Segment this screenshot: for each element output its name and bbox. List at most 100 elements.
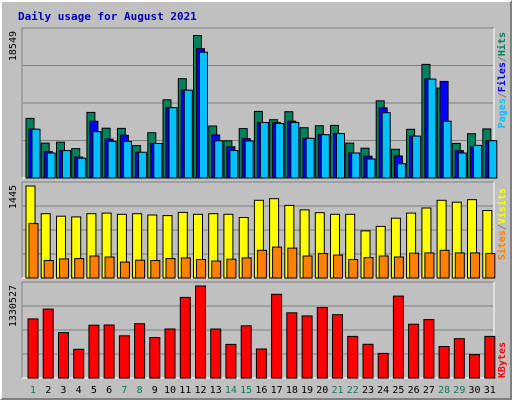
x-tick-label-day-5: 5 xyxy=(91,385,97,396)
bar-pages-day-14 xyxy=(229,150,239,179)
x-tick-label-day-15: 15 xyxy=(240,385,252,396)
bar-pages-day-22 xyxy=(351,152,361,179)
y-max-label: 1330527 xyxy=(8,285,19,327)
bar-sites-day-25 xyxy=(393,256,404,279)
bar-kbytes-day-25 xyxy=(392,295,404,379)
bar-sites-day-12 xyxy=(196,259,206,279)
bar-pages-day-10 xyxy=(168,107,178,179)
bar-pages-day-19 xyxy=(305,137,315,179)
y-max-label: 1445 xyxy=(8,185,19,209)
x-tick-label-day-25: 25 xyxy=(392,385,404,396)
bar-sites-day-29 xyxy=(454,252,465,279)
bar-pages-day-3 xyxy=(62,150,71,179)
bar-kbytes-day-1 xyxy=(27,318,39,379)
bar-kbytes-day-31 xyxy=(484,335,496,379)
x-tick-label-day-29: 29 xyxy=(453,385,465,396)
bar-kbytes-day-5 xyxy=(88,324,100,379)
bar-sites-day-15 xyxy=(241,257,252,279)
chart-title: Daily usage for August 2021 xyxy=(18,10,197,23)
x-tick-label-day-27: 27 xyxy=(423,385,435,396)
bar-sites-day-21 xyxy=(333,254,343,279)
bar-kbytes-day-23 xyxy=(362,343,374,379)
bar-sites-day-30 xyxy=(470,252,480,279)
bar-sites-day-2 xyxy=(43,260,54,279)
bar-pages-day-31 xyxy=(488,140,498,179)
bar-kbytes-day-17 xyxy=(271,293,283,379)
bar-pages-day-6 xyxy=(107,141,117,179)
x-tick-label-day-13: 13 xyxy=(210,385,222,396)
legend-entry: Pages xyxy=(497,98,508,128)
bar-pages-day-2 xyxy=(46,152,56,179)
legend-hits-files-pages: Pages/Files/Hits xyxy=(496,32,508,128)
bar-sites-day-7 xyxy=(119,261,130,279)
bar-pages-day-20 xyxy=(320,134,330,179)
bar-sites-day-11 xyxy=(180,257,191,279)
x-tick-label-day-8: 8 xyxy=(137,385,143,396)
bar-kbytes-day-22 xyxy=(347,335,359,379)
bar-pages-day-26 xyxy=(412,135,422,179)
x-tick-label-day-30: 30 xyxy=(469,385,481,396)
bar-kbytes-day-8 xyxy=(134,323,146,379)
bar-sites-day-6 xyxy=(104,256,115,279)
bar-pages-day-25 xyxy=(396,163,406,179)
bar-kbytes-day-14 xyxy=(225,343,237,379)
legend-entry: KBytes xyxy=(497,342,508,378)
x-tick-label-day-3: 3 xyxy=(60,385,66,396)
bar-pages-day-7 xyxy=(122,141,132,179)
bar-kbytes-day-6 xyxy=(103,324,115,379)
y-max-label: 18549 xyxy=(8,31,19,61)
bar-kbytes-day-24 xyxy=(377,352,389,379)
bar-kbytes-day-21 xyxy=(332,314,343,379)
bar-sites-day-3 xyxy=(59,258,69,279)
x-tick-label-day-9: 9 xyxy=(152,385,158,396)
legend-visits-sites: Sites/Visits xyxy=(496,188,508,260)
legend-entry: Visits xyxy=(496,188,508,224)
bar-pages-day-5 xyxy=(92,131,102,179)
bar-kbytes-day-3 xyxy=(58,332,69,379)
bar-sites-day-5 xyxy=(89,255,100,279)
bar-kbytes-day-13 xyxy=(210,328,222,379)
bar-pages-day-21 xyxy=(336,133,345,179)
bar-pages-day-1 xyxy=(31,128,41,179)
bar-pages-day-28 xyxy=(442,120,452,179)
bar-sites-day-23 xyxy=(363,257,374,279)
x-tick-label-day-2: 2 xyxy=(45,385,51,396)
bar-kbytes-day-11 xyxy=(179,296,191,379)
x-tick-label-day-20: 20 xyxy=(316,385,328,396)
legend-entry: Files xyxy=(496,62,508,92)
bar-kbytes-day-27 xyxy=(423,319,435,379)
x-tick-label-day-7: 7 xyxy=(121,385,127,396)
bar-sites-day-22 xyxy=(348,259,359,279)
bar-kbytes-day-4 xyxy=(73,348,85,379)
bar-kbytes-day-28 xyxy=(438,346,450,379)
x-tick-label-day-28: 28 xyxy=(438,385,450,396)
x-tick-label-day-16: 16 xyxy=(255,385,267,396)
bar-kbytes-day-26 xyxy=(408,323,420,379)
x-tick-label-day-26: 26 xyxy=(408,385,420,396)
bar-kbytes-day-30 xyxy=(469,354,480,379)
bar-sites-day-1 xyxy=(28,223,39,279)
x-tick-label-day-6: 6 xyxy=(106,385,112,396)
bar-pages-day-17 xyxy=(275,123,285,179)
legend-entry: / xyxy=(497,224,508,230)
usage-chart: Daily usage for August 2021 18549Pages/F… xyxy=(8,10,508,396)
bar-sites-day-13 xyxy=(211,260,222,279)
bar-pages-day-12 xyxy=(199,51,208,179)
bar-sites-day-24 xyxy=(378,255,389,279)
bar-pages-day-18 xyxy=(290,122,300,179)
bar-sites-day-16 xyxy=(256,249,267,279)
bar-sites-day-4 xyxy=(74,258,85,279)
bar-pages-day-30 xyxy=(473,144,482,179)
bar-pages-day-13 xyxy=(214,140,224,179)
bar-kbytes-day-15 xyxy=(240,325,252,379)
x-tick-label-day-24: 24 xyxy=(377,385,389,396)
bar-pages-day-11 xyxy=(183,89,193,179)
bar-kbytes-day-29 xyxy=(453,338,465,379)
bar-pages-day-8 xyxy=(138,151,148,179)
bar-sites-day-8 xyxy=(135,259,146,279)
bar-pages-day-24 xyxy=(381,112,391,179)
x-tick-label-day-19: 19 xyxy=(301,385,313,396)
legend-entry: / xyxy=(497,56,508,62)
x-tick-label-day-14: 14 xyxy=(225,385,237,396)
